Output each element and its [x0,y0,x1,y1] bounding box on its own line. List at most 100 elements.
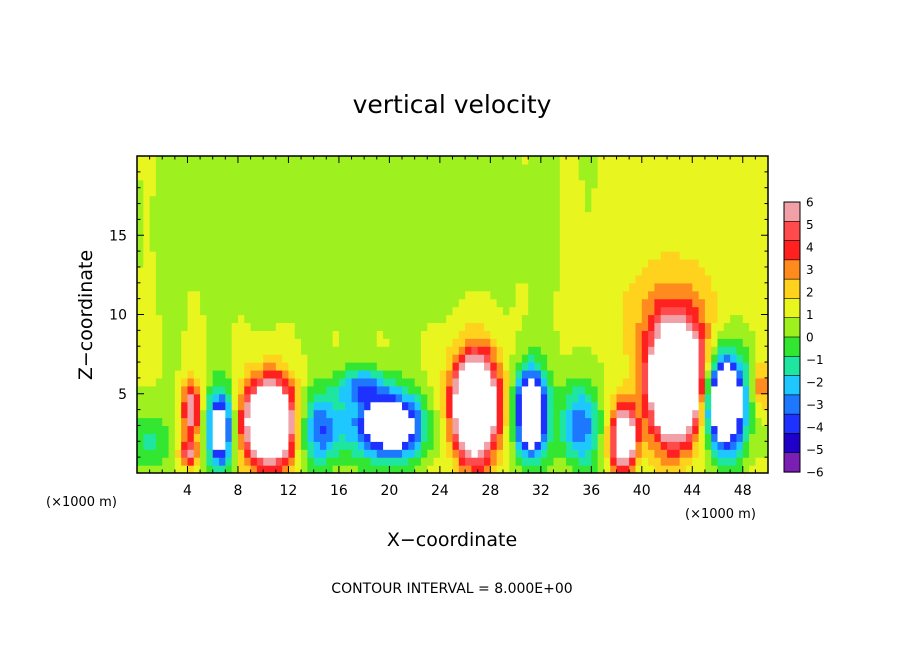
heatmap-cell [174,203,182,213]
heatmap-cell [465,298,473,308]
heatmap-cell [749,425,756,434]
heatmap-cell [364,425,372,434]
heatmap-cell [622,179,630,189]
heatmap-cell [465,179,473,189]
heatmap-cell [559,235,567,244]
heatmap-cell [622,417,630,427]
heatmap-cell [244,156,252,165]
heatmap-cell [711,235,719,244]
heatmap-cell [603,274,611,284]
heatmap-cell [420,457,428,466]
heatmap-cell [383,290,390,300]
heatmap-cell [585,243,592,252]
heatmap-cell [420,243,428,252]
heatmap-cell [143,219,151,228]
heatmap-cell [648,282,656,292]
heatmap-cell [282,322,290,331]
heatmap-cell [181,338,189,347]
heatmap-cell [509,322,517,331]
heatmap-cell [269,187,277,197]
heatmap-cell [313,171,321,181]
heatmap-cell [547,346,555,355]
heatmap-cell [345,211,353,220]
heatmap-cell [477,282,485,292]
heatmap-cell [395,211,403,220]
heatmap-cell [357,243,365,252]
heatmap-cell [269,425,277,434]
heatmap-cell [433,282,441,292]
heatmap-cell [137,156,144,165]
heatmap-cell [250,346,258,355]
heatmap-cell [711,259,719,268]
heatmap-cell [654,322,662,331]
heatmap-cell [749,377,756,387]
heatmap-cell [427,298,435,308]
heatmap-cell [490,306,498,316]
heatmap-cell [446,179,454,189]
heatmap-cell [496,425,504,434]
heatmap-cell [275,219,283,228]
heatmap-cell [319,179,327,189]
heatmap-cell [566,441,573,450]
heatmap-cell [553,362,561,371]
heatmap-cell [585,457,592,466]
heatmap-cell [383,156,390,165]
heatmap-cell [452,219,460,228]
heatmap-cell [326,298,334,308]
heatmap-cell [338,298,346,308]
heatmap-cell [332,393,340,403]
heatmap-cell [566,235,573,244]
heatmap-cell [673,417,681,427]
heatmap-cell [496,259,504,268]
heatmap-cell [420,465,428,473]
heatmap-cell [723,259,731,268]
heatmap-cell [250,290,258,300]
heatmap-cell [250,306,258,316]
heatmap-cell [521,171,529,181]
heatmap-cell [402,441,409,450]
heatmap-cell [704,235,712,244]
heatmap-cell [402,266,409,276]
heatmap-cell [206,266,214,276]
heatmap-cell [692,322,700,331]
heatmap-cell [597,290,605,300]
heatmap-cell [250,409,258,419]
heatmap-cell [635,425,643,434]
heatmap-cell [484,401,491,411]
heatmap-cell [585,187,592,197]
heatmap-cell [282,156,290,165]
heatmap-cell [155,369,163,379]
heatmap-cell [231,346,239,355]
heatmap-cell [458,171,466,181]
heatmap-cell [685,187,693,197]
heatmap-cell [736,369,744,379]
heatmap-cell [578,369,586,379]
heatmap-cell [149,393,157,403]
heatmap-cell [351,156,359,165]
heatmap-cell [307,171,315,181]
heatmap-cell [345,393,353,403]
heatmap-cell [301,354,308,363]
heatmap-cell [484,322,491,331]
heatmap-cell [420,425,428,434]
heatmap-cell [200,401,208,411]
heatmap-cell [540,266,548,276]
heatmap-cell [572,393,580,403]
heatmap-cell [402,274,409,284]
heatmap-cell [635,171,643,181]
heatmap-cell [502,251,510,260]
heatmap-cell [667,433,674,442]
heatmap-cell [471,227,479,236]
heatmap-cell [635,290,643,300]
heatmap-cell [168,385,176,395]
heatmap-cell [301,243,308,252]
heatmap-cell [389,306,397,316]
heatmap-cell [345,322,353,331]
heatmap-cell [439,433,447,442]
heatmap-cell [149,163,157,173]
heatmap-cell [540,393,548,403]
heatmap-cell [723,282,731,292]
heatmap-cell [219,354,226,363]
heatmap-cell [585,393,592,403]
heatmap-cell [496,211,504,220]
